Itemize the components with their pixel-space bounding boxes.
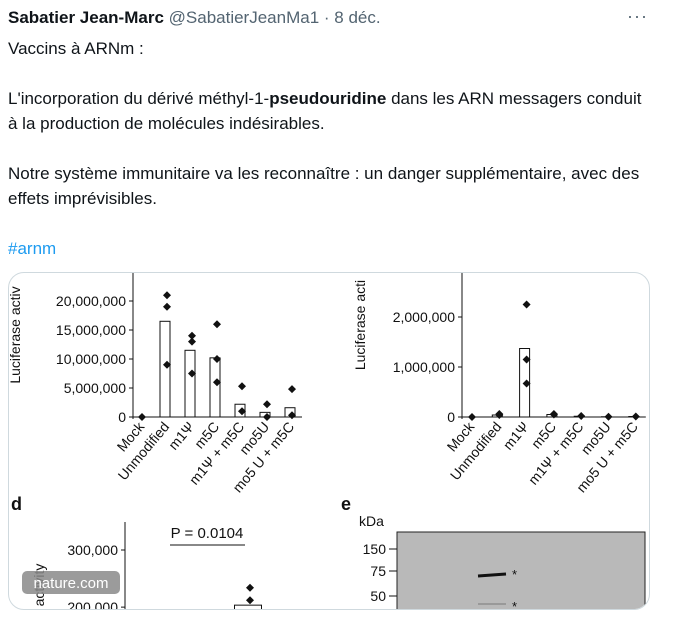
marker-label: 150 bbox=[363, 541, 387, 557]
y-tick-label: 20,000,000 bbox=[56, 293, 126, 309]
tweet-text: Vaccins à ARNm : L'incorporation du déri… bbox=[8, 36, 653, 286]
data-point bbox=[263, 400, 271, 409]
tweet-image[interactable]: Luciferase activ 0 5,000,000 10,000,000 15,0… bbox=[8, 272, 650, 610]
asterisk: * bbox=[512, 567, 517, 582]
data-point bbox=[213, 355, 221, 363]
y-tick-label: 0 bbox=[447, 409, 455, 425]
data-point bbox=[246, 596, 254, 605]
data-point bbox=[188, 331, 196, 340]
y-tick-label: 300,000 bbox=[67, 542, 118, 558]
hashtag-link[interactable]: #arnm bbox=[8, 239, 57, 258]
watermark-bg bbox=[22, 571, 120, 594]
bar bbox=[234, 604, 262, 609]
data-point bbox=[522, 379, 531, 388]
data-point bbox=[213, 378, 221, 387]
date[interactable]: · 8 déc. bbox=[323, 8, 381, 27]
paragraph: Notre système immunitaire va les reconna… bbox=[8, 164, 640, 208]
data-point bbox=[188, 337, 196, 346]
data-point bbox=[163, 360, 171, 369]
data-point bbox=[495, 410, 504, 418]
gel-band bbox=[477, 572, 507, 578]
data-point bbox=[138, 413, 146, 421]
y-axis-label: Luciferase activ bbox=[8, 286, 23, 383]
author[interactable]: Sabatier Jean-Marc bbox=[8, 8, 164, 27]
bar bbox=[159, 320, 171, 418]
y-tick-label: 2,000,000 bbox=[393, 309, 455, 325]
data-point bbox=[213, 320, 221, 329]
marker-label: 75 bbox=[370, 563, 386, 579]
data-point bbox=[604, 412, 613, 421]
data-point bbox=[631, 412, 640, 421]
more-button[interactable]: ··· bbox=[627, 6, 648, 26]
data-point bbox=[246, 583, 254, 592]
data-point bbox=[288, 411, 296, 420]
data-point bbox=[263, 413, 271, 421]
asterisk: * bbox=[512, 599, 517, 610]
figure: Luciferase activ 0 5,000,000 10,000,000 15,0… bbox=[8, 273, 646, 610]
gel bbox=[396, 531, 646, 609]
data-point bbox=[188, 369, 196, 378]
panel-label: e bbox=[341, 494, 351, 514]
data-point bbox=[522, 300, 531, 309]
marker-label: 50 bbox=[370, 588, 386, 604]
data-point bbox=[468, 413, 476, 421]
handle[interactable]: @SabatierJeanMa1 bbox=[168, 8, 320, 27]
hashtag[interactable]: #arnm bbox=[8, 236, 653, 261]
x-tick-label: m1Ψ bbox=[165, 419, 197, 453]
y-tick-label: 10,000,000 bbox=[56, 351, 126, 367]
text: L'incorporation du dérivé méthyl-1- bbox=[8, 89, 270, 108]
data-point bbox=[238, 382, 246, 391]
data-point bbox=[549, 410, 558, 418]
y-tick-label: 5,000,000 bbox=[64, 380, 126, 396]
text: dans les ARN messagers conduit à la prod… bbox=[8, 89, 642, 133]
y-tick-label: 1,000,000 bbox=[393, 359, 455, 375]
y-tick-label: 0 bbox=[118, 409, 126, 425]
y-axis-label: Luciferase acti bbox=[352, 280, 368, 370]
y-tick-label: 200,000 bbox=[67, 599, 118, 610]
bar bbox=[209, 357, 221, 418]
data-point bbox=[163, 302, 171, 311]
data-point bbox=[522, 355, 531, 364]
data-point bbox=[288, 385, 296, 394]
paragraph: Vaccins à ARNm : bbox=[8, 39, 144, 58]
bold-text: pseudouridine bbox=[269, 89, 387, 108]
x-tick-label: m1Ψ bbox=[500, 419, 532, 453]
bar bbox=[184, 349, 196, 418]
data-point bbox=[163, 291, 171, 300]
unit-label: kDa bbox=[359, 513, 384, 529]
y-tick-label: 15,000,000 bbox=[56, 322, 126, 338]
data-point bbox=[577, 412, 586, 420]
data-point bbox=[238, 407, 246, 416]
panel-label: d bbox=[11, 494, 22, 514]
annotation: P = 0.0104 bbox=[171, 525, 244, 542]
tweet-header: Sabatier Jean-Marc @SabatierJeanMa1 · 8 … bbox=[8, 8, 381, 28]
watermark: nature.com bbox=[33, 575, 108, 592]
paragraph: L'incorporation du dérivé méthyl-1-pseud… bbox=[8, 86, 653, 136]
